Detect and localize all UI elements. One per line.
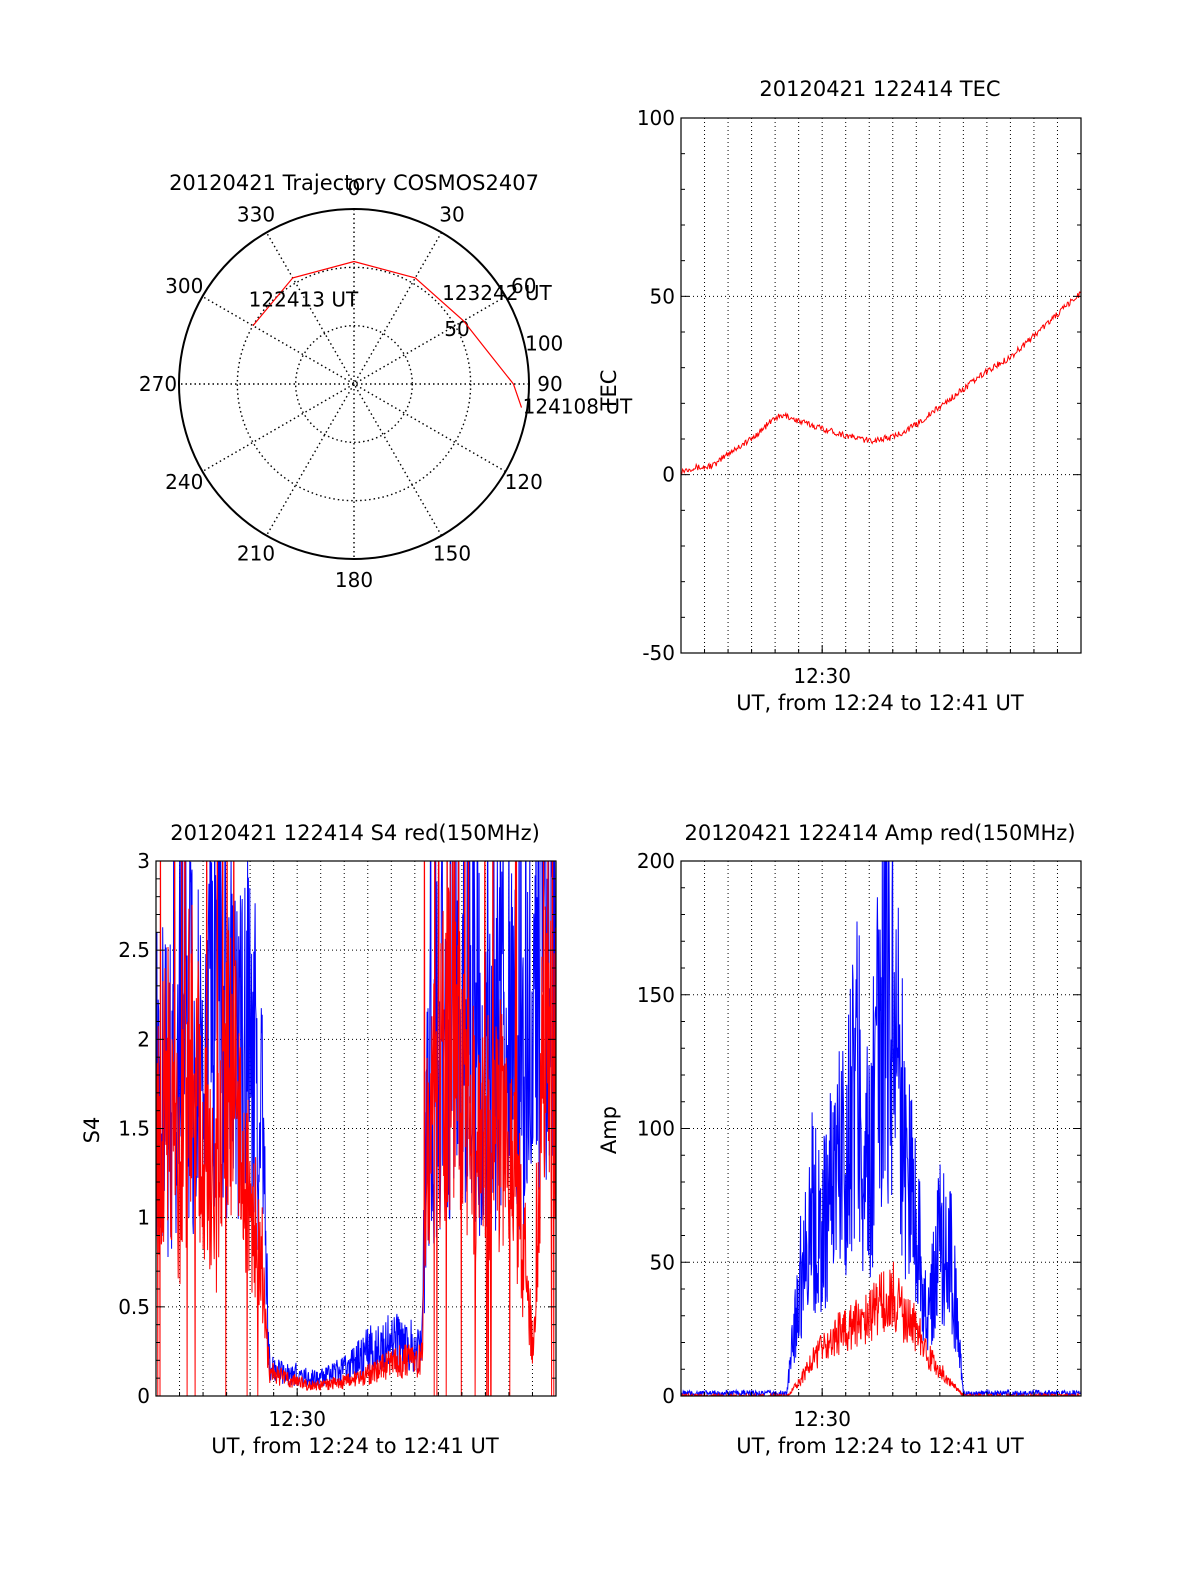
s4-ytick-label: 3 [137, 849, 150, 873]
amp-ytick-label: 100 [637, 1117, 675, 1141]
amp-chart: 20120421 122414 Amp red(150MHz) 0 50 100 15… [597, 821, 1082, 1458]
amp-ytick-label: 50 [650, 1250, 675, 1274]
amp-x-axis-label: UT, from 12:24 to 12:41 UT [736, 1434, 1024, 1458]
s4-xtick-label: 12:30 [268, 1407, 326, 1431]
polar-grid [179, 209, 529, 559]
tec-series-red [681, 291, 1081, 475]
polar-angle-tick: 240 [165, 470, 203, 494]
amp-y-axis-label: Amp [597, 1106, 621, 1154]
amp-xtick-label: 12:30 [793, 1407, 851, 1431]
s4-y-axis-label: S4 [80, 1117, 104, 1144]
polar-tick-labels: 0 30 60 90 120 150 180 210 240 270 300 330 50 100 [139, 176, 563, 592]
polar-angle-tick: 180 [335, 568, 373, 592]
polar-radius-tick: 100 [525, 332, 563, 356]
s4-grid [156, 861, 556, 1396]
polar-ring [294, 324, 414, 444]
s4-chart-title: 20120421 122414 S4 red(150MHz) [170, 821, 540, 845]
polar-angle-tick: 90 [537, 372, 562, 396]
amp-ytick-label: 150 [637, 983, 675, 1007]
tec-y-axis-label: TEC [597, 370, 621, 412]
trajectory-line [252, 260, 523, 408]
tec-chart: 20120421 122414 TEC -50 0 50 100 12:30 UT, … [597, 77, 1082, 715]
polar-angle-tick: 120 [505, 470, 543, 494]
tec-ytick-label: -50 [642, 641, 675, 665]
tec-series [681, 291, 1081, 475]
tec-x-ticks: 12:30 [704, 645, 1058, 688]
amp-ytick-label: 0 [662, 1384, 675, 1408]
polar-angle-tick: 270 [139, 372, 177, 396]
s4-ytick-label: 2.5 [118, 938, 150, 962]
trajectory-polar-chart: 20120421 Trajectory COSMOS2407 030609012… [139, 171, 633, 592]
polar-angle-tick: 150 [433, 542, 471, 566]
polar-angle-tick: 300 [165, 274, 203, 298]
s4-chart: 20120421 122414 S4 red(150MHz) 0 0.5 1 1.5 2… [80, 821, 557, 1458]
s4-ytick-label: 1 [137, 1206, 150, 1230]
polar-chart-title: 20120421 Trajectory COSMOS2407 [169, 171, 539, 195]
s4-ytick-label: 2 [137, 1027, 150, 1051]
amp-series-blue [681, 861, 1081, 1396]
s4-x-axis-label: UT, from 12:24 to 12:41 UT [211, 1434, 499, 1458]
amp-chart-title: 20120421 122414 Amp red(150MHz) [684, 821, 1075, 845]
tec-plot-frame [680, 117, 1082, 654]
s4-x-ticks: 12:30 [179, 1388, 533, 1431]
trajectory-time-label: 123242 UT [442, 281, 552, 305]
polar-angle-tick: 60 [511, 274, 536, 298]
tec-xtick-label: 12:30 [793, 664, 851, 688]
tec-chart-title: 20120421 122414 TEC [759, 77, 1000, 101]
s4-series [156, 861, 556, 1396]
tec-x-axis-label: UT, from 12:24 to 12:41 UT [736, 691, 1024, 715]
tec-ytick-label: 0 [662, 463, 675, 487]
polar-radius-tick: 50 [444, 317, 469, 341]
s4-series-red [156, 861, 556, 1396]
polar-angle-tick: 330 [237, 202, 275, 226]
s4-ytick-label: 0.5 [118, 1295, 150, 1319]
trajectory-time-label: 124108 UT [523, 395, 633, 419]
s4-y-ticks: 0 0.5 1 1.5 2 2.5 3 [118, 849, 556, 1408]
tec-y-ticks: -50 0 50 100 [637, 106, 1081, 665]
amp-ytick-label: 200 [637, 849, 675, 873]
polar-annotations: 122413 UT 123242 UT 124108 UT [249, 281, 633, 418]
trajectory-time-label: 122413 UT [249, 288, 359, 312]
s4-ytick-label: 0 [137, 1384, 150, 1408]
polar-angle-tick: 30 [439, 202, 464, 226]
polar-angle-tick: 210 [237, 542, 275, 566]
tec-grid [681, 118, 1081, 653]
tec-ytick-label: 100 [637, 106, 675, 130]
tec-ytick-label: 50 [650, 284, 675, 308]
s4-ytick-label: 1.5 [118, 1117, 150, 1141]
polar-series [252, 260, 523, 408]
polar-outer-ring [178, 208, 530, 560]
amp-x-ticks: 12:30 [704, 1388, 1058, 1431]
amp-series-red [681, 1261, 1081, 1396]
polar-angle-tick: 0 [348, 176, 361, 200]
amp-series [681, 861, 1081, 1396]
polar-ring [236, 266, 472, 502]
amp-y-ticks: 0 50 100 150 200 [637, 849, 1081, 1408]
